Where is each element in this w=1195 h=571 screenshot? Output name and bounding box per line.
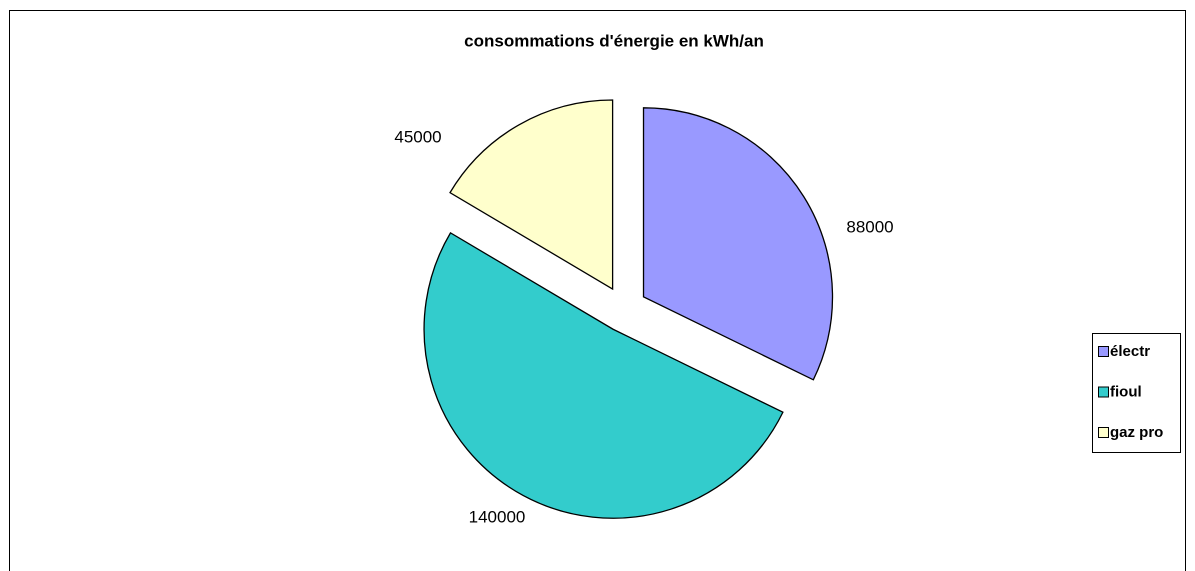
- legend-label: électr: [1110, 343, 1150, 360]
- pie-slice: [449, 99, 614, 291]
- chart-title: consommations d'énergie en kWh/an: [464, 31, 764, 50]
- legend-swatch: [1098, 427, 1109, 438]
- data-label: 140000: [469, 507, 526, 526]
- legend-swatch: [1098, 346, 1109, 357]
- data-label: 45000: [394, 127, 441, 146]
- legend-swatch: [1098, 386, 1109, 398]
- pie-slice: [423, 231, 784, 519]
- legend-label: gaz pro: [1110, 424, 1163, 441]
- data-label: 88000: [846, 217, 893, 236]
- pie-slice: [642, 107, 834, 381]
- legend-label: fioul: [1110, 383, 1142, 400]
- chart-frame: [9, 10, 1186, 571]
